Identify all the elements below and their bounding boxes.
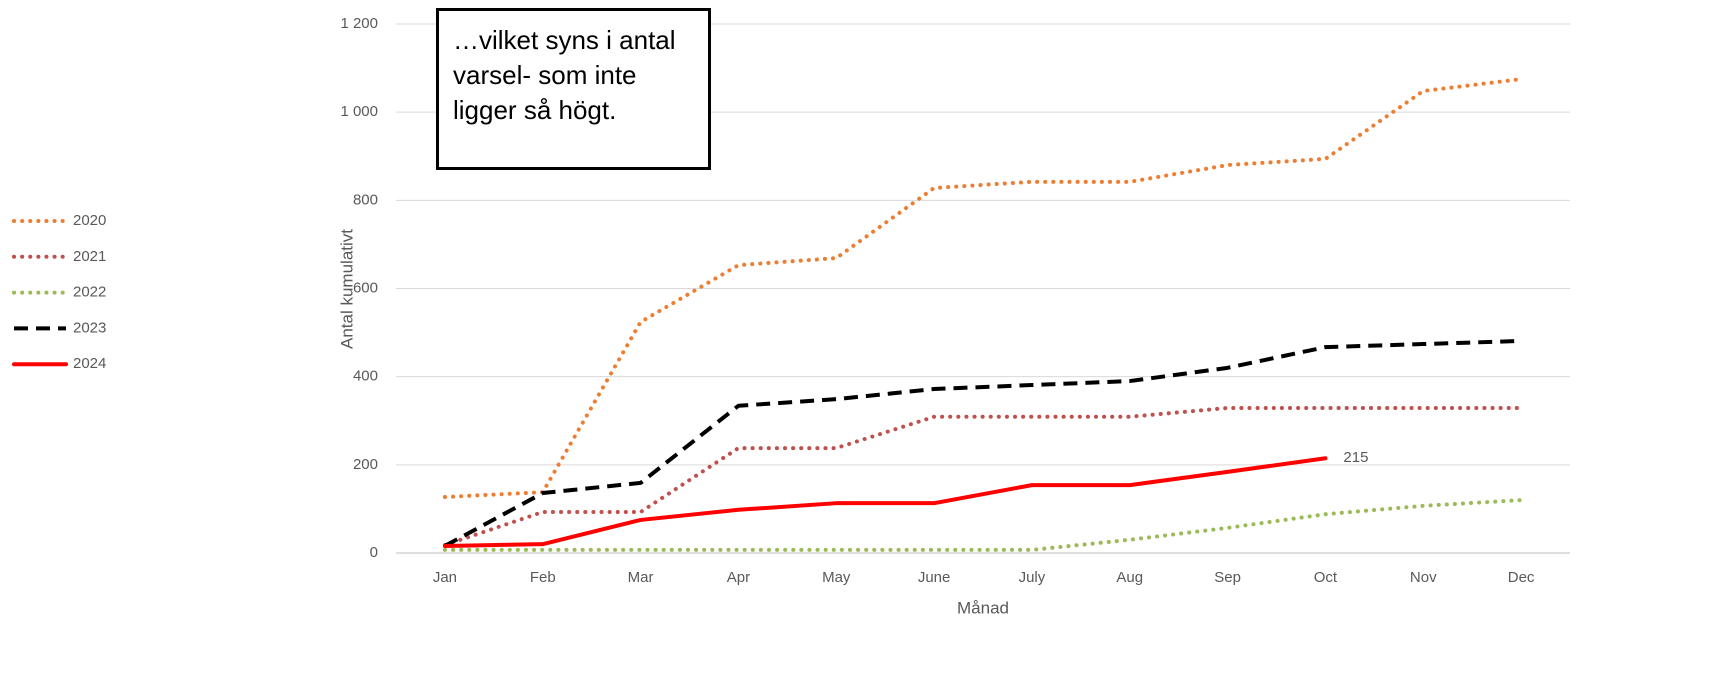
series-line — [443, 338, 1522, 548]
y-tick-label: 1 200 — [340, 15, 378, 32]
x-tick-label: July — [1019, 569, 1046, 586]
series-line — [442, 456, 1328, 548]
annotation: …vilket syns i antal varsel- som inte li… — [436, 8, 711, 170]
legend-label: 2022 — [73, 284, 106, 301]
series-line — [442, 405, 1524, 548]
x-tick-label: Feb — [530, 569, 556, 586]
legend-label: 2021 — [73, 248, 106, 265]
legend-label: 2024 — [73, 355, 106, 372]
x-tick-label: Nov — [1410, 569, 1437, 586]
data-label: 215 — [1343, 449, 1368, 466]
y-tick-label: 200 — [353, 456, 378, 473]
x-tick-label: Mar — [628, 569, 654, 586]
x-tick-label: June — [918, 569, 951, 586]
x-tick-label: Oct — [1314, 569, 1338, 586]
series-line — [442, 77, 1524, 500]
y-tick-label: 800 — [353, 191, 378, 208]
y-tick-label: 0 — [370, 544, 378, 561]
y-tick-label: 600 — [353, 279, 378, 296]
x-tick-label: Aug — [1116, 569, 1143, 586]
y-axis-label: Antal kumulativt — [337, 229, 356, 349]
legend-label: 2023 — [73, 319, 106, 336]
x-tick-label: May — [822, 569, 851, 586]
series-line — [442, 498, 1524, 552]
legend-label: 2020 — [73, 212, 106, 229]
x-tick-label: Apr — [727, 569, 750, 586]
y-tick-label: 400 — [353, 368, 378, 385]
y-tick-label: 1 000 — [340, 103, 378, 120]
x-tick-label: Sep — [1214, 569, 1241, 586]
x-axis-label: Månad — [957, 598, 1009, 617]
x-tick-label: Jan — [433, 569, 457, 586]
x-tick-label: Dec — [1508, 569, 1535, 586]
